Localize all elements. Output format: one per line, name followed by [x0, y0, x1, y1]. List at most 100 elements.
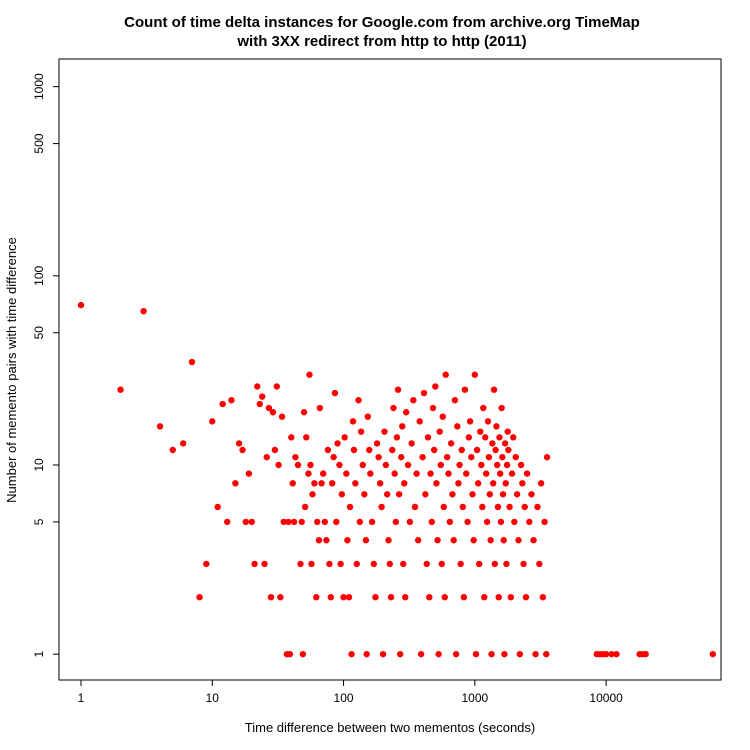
data-point	[404, 461, 412, 469]
data-point	[343, 470, 350, 477]
data-point	[450, 537, 457, 544]
data-point	[345, 594, 353, 601]
data-point	[481, 594, 488, 601]
data-point	[315, 537, 323, 544]
data-point	[426, 594, 433, 601]
data-point	[428, 518, 435, 526]
data-point	[539, 594, 547, 601]
data-point	[278, 413, 286, 420]
x-tick-label: 1	[78, 691, 85, 705]
data-point	[613, 650, 620, 658]
data-point	[489, 440, 496, 447]
data-point	[390, 404, 397, 412]
data-point	[443, 453, 451, 461]
data-point	[348, 650, 355, 658]
data-point	[297, 560, 304, 568]
data-point	[288, 434, 295, 441]
data-point	[391, 470, 398, 477]
data-point	[341, 434, 348, 441]
data-point	[519, 480, 526, 487]
data-point	[530, 537, 537, 544]
y-tick-label: 100	[32, 265, 46, 285]
data-point	[457, 560, 464, 568]
data-point	[298, 518, 305, 526]
data-point	[329, 480, 336, 487]
data-point	[251, 560, 258, 568]
data-point	[445, 470, 452, 477]
data-point	[273, 383, 280, 390]
data-point	[439, 413, 446, 420]
data-point	[536, 560, 543, 568]
chart-title: Count of time delta instances for Google…	[124, 14, 640, 31]
y-tick-label: 1	[32, 650, 46, 657]
data-point	[423, 560, 430, 568]
data-point	[459, 503, 467, 511]
data-point	[396, 650, 404, 658]
data-point	[466, 418, 474, 425]
y-tick-label: 50	[32, 326, 46, 340]
data-point	[447, 440, 455, 447]
data-point	[306, 371, 313, 378]
data-point	[169, 446, 176, 454]
data-point	[378, 503, 385, 511]
data-point	[355, 397, 362, 404]
data-point	[267, 594, 275, 601]
data-point	[350, 446, 358, 454]
data-point	[387, 594, 395, 601]
data-point	[313, 594, 320, 601]
data-point	[510, 434, 517, 441]
data-point	[471, 371, 479, 378]
data-point	[461, 386, 469, 393]
data-point	[367, 470, 374, 477]
data-point	[290, 518, 298, 526]
data-point	[316, 404, 324, 412]
data-point	[498, 404, 505, 412]
data-point	[254, 383, 261, 390]
data-point	[493, 423, 500, 430]
data-point	[496, 434, 503, 441]
data-point	[608, 650, 615, 658]
data-point	[523, 470, 531, 477]
data-point	[473, 446, 481, 454]
data-point	[490, 386, 498, 393]
data-point	[709, 650, 717, 658]
data-point	[449, 491, 456, 498]
plot-frame	[58, 58, 722, 681]
data-point	[275, 461, 282, 469]
data-point	[490, 480, 497, 487]
data-point	[382, 461, 390, 469]
data-point	[411, 503, 419, 511]
data-point	[432, 383, 439, 390]
data-point	[370, 560, 378, 568]
data-point	[497, 518, 505, 526]
data-point	[513, 491, 521, 498]
data-point	[416, 418, 423, 425]
data-point	[381, 428, 388, 435]
data-point	[308, 560, 315, 568]
data-point	[507, 594, 515, 601]
data-point	[399, 423, 406, 430]
data-point	[156, 423, 164, 430]
data-point	[372, 594, 379, 601]
data-point	[357, 428, 365, 435]
data-point	[543, 650, 550, 658]
data-point	[602, 650, 610, 658]
data-point	[484, 418, 492, 425]
data-point	[271, 446, 279, 454]
data-point	[318, 480, 325, 487]
data-point	[424, 434, 432, 441]
data-point	[277, 594, 284, 601]
data-point	[434, 537, 441, 544]
data-point	[363, 650, 370, 658]
data-point	[289, 480, 296, 487]
data-point	[422, 491, 429, 498]
data-point	[385, 537, 392, 544]
data-point	[441, 594, 448, 601]
data-point	[464, 518, 471, 526]
data-point	[349, 418, 357, 425]
data-point	[398, 453, 405, 461]
data-point	[454, 423, 461, 430]
data-point	[256, 400, 263, 408]
data-point	[309, 491, 316, 498]
data-point	[480, 404, 487, 412]
